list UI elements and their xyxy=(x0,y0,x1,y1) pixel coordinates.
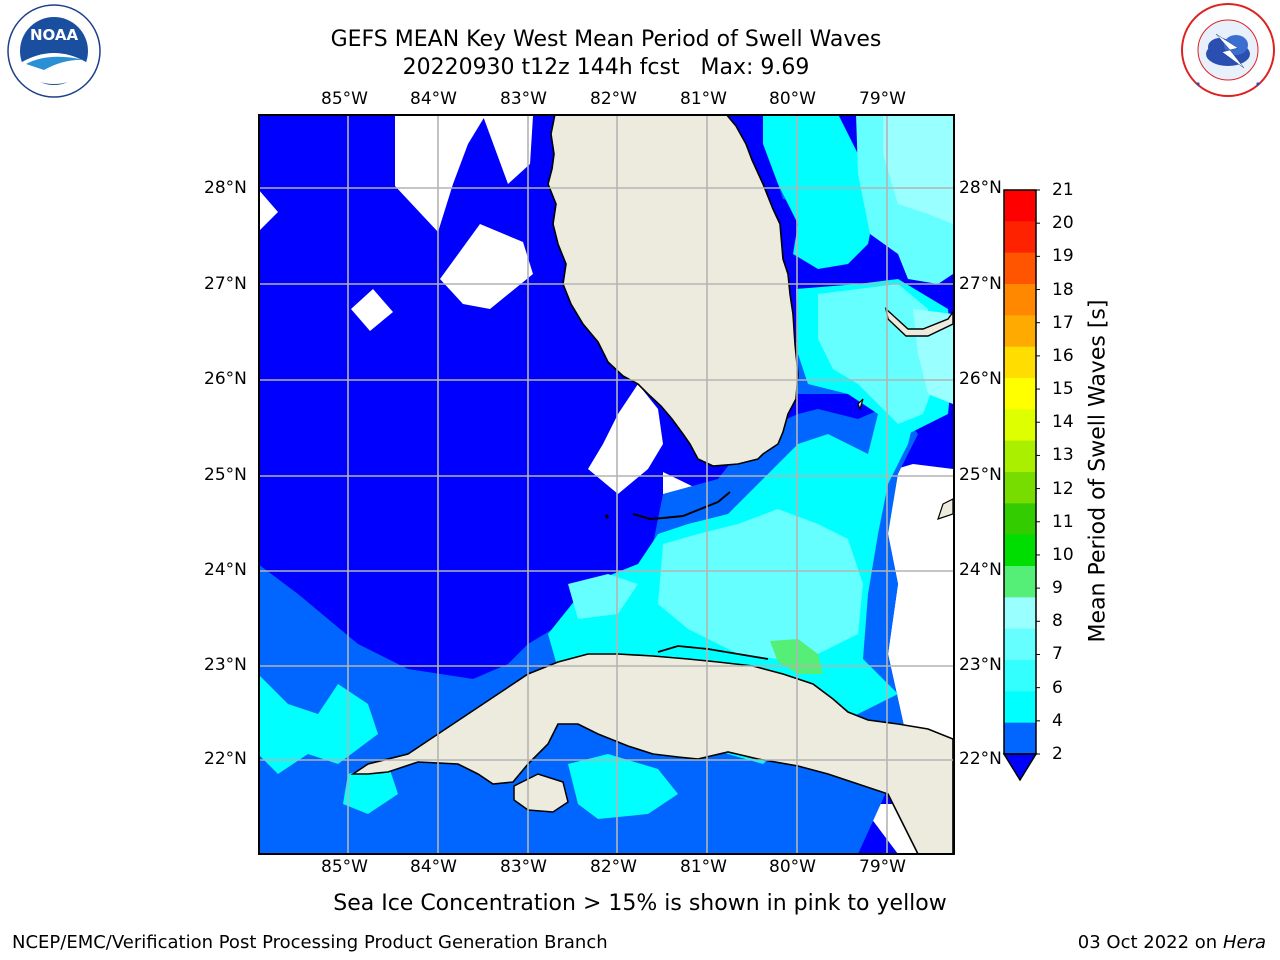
sea-ice-note: Sea Ice Concentration > 15% is shown in … xyxy=(333,891,947,916)
lon-label-top: 80°W xyxy=(769,89,816,109)
colorbar-tick-label: 8 xyxy=(1052,611,1063,632)
lon-label-bottom: 85°W xyxy=(321,857,368,877)
footer-credit: NCEP/EMC/Verification Post Processing Pr… xyxy=(12,932,608,953)
lat-label-right: 25°N xyxy=(959,465,1002,485)
colorbar-swatch xyxy=(1004,378,1036,410)
swell-band-7-8 xyxy=(568,115,953,659)
lon-label-bottom: 82°W xyxy=(590,857,637,877)
lat-label-right: 22°N xyxy=(959,749,1002,769)
map-title: GEFS MEAN Key West Mean Period of Swell … xyxy=(330,27,882,52)
colorbar-tick-label: 19 xyxy=(1052,246,1074,267)
colorbar-tick-label: 15 xyxy=(1052,379,1074,400)
lon-label-top: 79°W xyxy=(859,89,906,109)
footer-date: 03 Oct 2022 on Hera xyxy=(1078,932,1266,953)
colorbar-swatch xyxy=(1004,409,1036,442)
lat-label-right: 28°N xyxy=(959,178,1002,198)
colorbar-frame xyxy=(1003,189,1037,755)
lon-label-top: 82°W xyxy=(590,89,637,109)
lon-label-bottom: 79°W xyxy=(859,857,906,877)
lat-label-left: 26°N xyxy=(204,369,247,389)
lat-label-left: 27°N xyxy=(204,274,247,294)
footer-machine: Hera xyxy=(1222,932,1266,953)
colorbar-extend-min xyxy=(1002,753,1038,782)
colorbar-swatch xyxy=(1004,440,1036,473)
colorbar-tick-label: 21 xyxy=(1052,180,1074,200)
lon-label-top: 83°W xyxy=(500,89,547,109)
lat-label-left: 23°N xyxy=(204,655,247,675)
lat-label-left: 28°N xyxy=(204,178,247,198)
colorbar-swatch xyxy=(1004,315,1036,348)
swell-period-map xyxy=(258,114,955,855)
lat-label-right: 24°N xyxy=(959,560,1002,580)
lat-label-right: 27°N xyxy=(959,274,1002,294)
colorbar-swatch xyxy=(1004,691,1036,724)
footer-date-text: 03 Oct 2022 on xyxy=(1077,932,1218,953)
colorbar-tick-label: 11 xyxy=(1052,511,1074,532)
colorbar-ticks: 2 4 6 7 8 9 10 11 12 13 14 15 16 17 18 19 20 21 xyxy=(1052,180,1112,770)
noaa-logo-text: NOAA xyxy=(30,26,79,44)
colorbar-tick-label: 6 xyxy=(1052,677,1063,698)
lon-label-top: 84°W xyxy=(410,89,457,109)
colorbar-swatch xyxy=(1004,252,1036,285)
map-panel xyxy=(258,114,955,859)
lon-label-bottom: 80°W xyxy=(769,857,816,877)
lat-label-left: 24°N xyxy=(204,560,247,580)
colorbar-tick-label: 7 xyxy=(1052,644,1063,665)
florida-landmass xyxy=(547,115,799,467)
map-grid xyxy=(259,115,954,854)
nws-logo xyxy=(1178,2,1278,106)
colorbar-tick-label: 13 xyxy=(1052,445,1074,466)
colorbar-tick-label: 2 xyxy=(1052,744,1063,764)
lon-label-bottom: 81°W xyxy=(680,857,727,877)
bahama-islet xyxy=(857,398,864,411)
colorbar-tick-label: 17 xyxy=(1052,312,1074,333)
lat-label-right: 26°N xyxy=(959,369,1002,389)
noaa-logo: NOAA xyxy=(4,4,104,108)
colorbar-swatch xyxy=(1004,534,1036,567)
colorbar-tick-label: 4 xyxy=(1052,710,1063,731)
cuba-landmass xyxy=(350,653,954,854)
lat-label-right: 23°N xyxy=(959,655,1002,675)
colorbar-tick-label: 20 xyxy=(1052,213,1074,234)
map-frame xyxy=(258,114,955,855)
key-islet xyxy=(604,514,610,519)
colorbar-swatch xyxy=(1004,660,1036,692)
colorbar-swatch xyxy=(1004,597,1036,630)
colorbar-tick-label: 14 xyxy=(1052,412,1074,433)
colorbar-tick-label: 16 xyxy=(1052,345,1074,366)
colorbar-swatch xyxy=(1004,628,1036,661)
colorbar-swatch xyxy=(1004,566,1036,598)
colorbar-swatch xyxy=(1004,190,1036,222)
colorbar-tick-label: 12 xyxy=(1052,478,1074,499)
colorbar-swatch xyxy=(1004,722,1036,755)
colorbar-swatches xyxy=(1002,189,1040,782)
lon-label-top: 81°W xyxy=(680,89,727,109)
colorbar-tick-label: 10 xyxy=(1052,544,1074,565)
colorbar-swatch xyxy=(1004,472,1036,504)
colorbar xyxy=(1000,186,1040,790)
colorbar-tick-label: 9 xyxy=(1052,578,1063,599)
lat-label-left: 25°N xyxy=(204,465,247,485)
florida-keys xyxy=(632,491,731,521)
colorbar-swatch xyxy=(1004,346,1036,379)
cuba-north-cays xyxy=(657,645,769,660)
colorbar-swatch xyxy=(1004,503,1036,536)
colorbar-tick-label: 18 xyxy=(1052,279,1074,300)
map-subtitle: 20220930 t12z 144h fcst Max: 9.69 xyxy=(402,55,810,80)
colorbar-label: Mean Period of Swell Waves [s] xyxy=(1085,299,1111,643)
colorbar-swatch xyxy=(1004,284,1036,316)
lon-label-top: 85°W xyxy=(321,89,368,109)
lon-label-bottom: 83°W xyxy=(500,857,547,877)
colorbar-swatch xyxy=(1004,221,1036,254)
lat-label-left: 22°N xyxy=(204,749,247,769)
lon-label-bottom: 84°W xyxy=(410,857,457,877)
